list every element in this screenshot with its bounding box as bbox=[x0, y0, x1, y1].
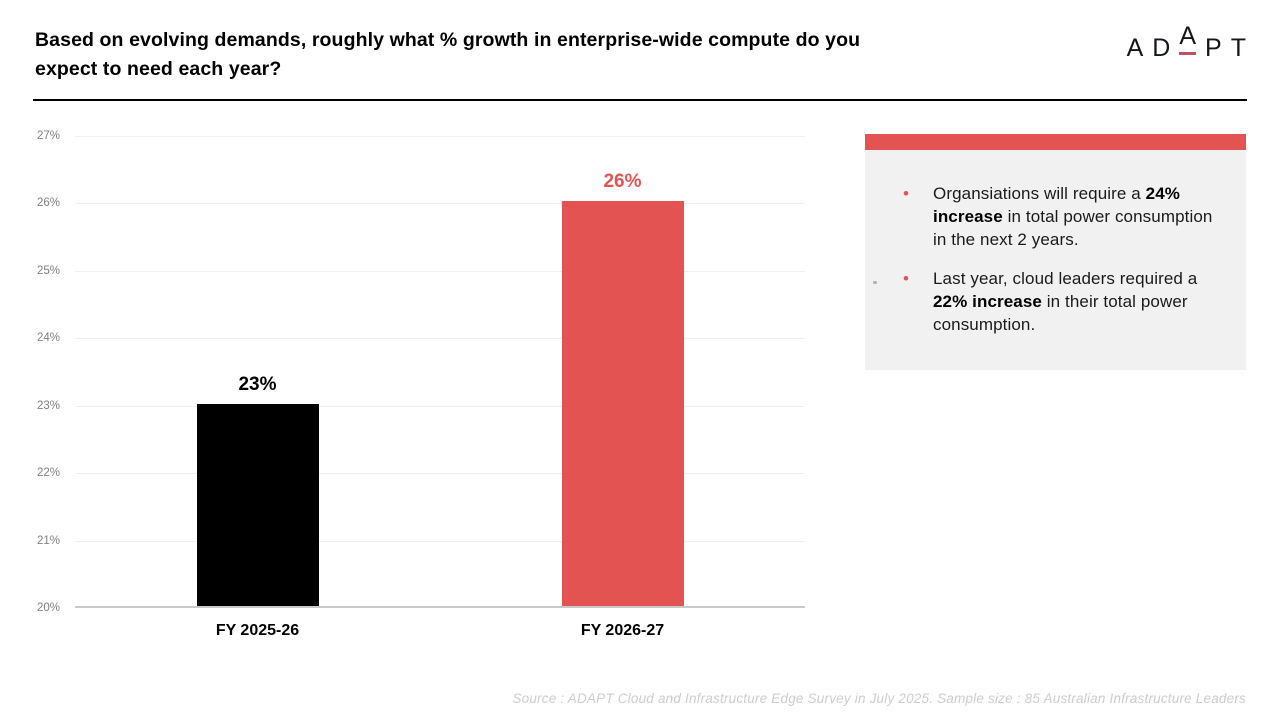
bullet-icon: • bbox=[903, 269, 909, 288]
gridline bbox=[75, 473, 805, 475]
y-axis-tick-label: 27% bbox=[37, 130, 61, 142]
callout-bullet: • Last year, cloud leaders required a 22… bbox=[903, 267, 1222, 336]
y-axis-tick-label: 25% bbox=[37, 264, 61, 277]
y-axis-tick-label: 26% bbox=[37, 197, 61, 210]
bullet-text: Last year, cloud leaders required a 22% … bbox=[933, 269, 1198, 334]
gridline bbox=[75, 270, 805, 272]
bullet-icon: • bbox=[903, 184, 909, 203]
logo-letter: T bbox=[1230, 34, 1246, 62]
bullet-text: Organsiations will require a 24% increas… bbox=[933, 184, 1213, 249]
logo-letter: P bbox=[1205, 34, 1222, 62]
x-axis-category-label: FY 2026-27 bbox=[580, 622, 665, 639]
gridline bbox=[75, 136, 805, 137]
y-axis-tick-label: 23% bbox=[37, 399, 61, 412]
bar-fy-2025-26 bbox=[196, 403, 319, 606]
y-axis-tick-label: 22% bbox=[37, 467, 61, 480]
gridline bbox=[75, 405, 805, 407]
plot-area: 23% FY 2025-26 26% FY 2026-27 bbox=[75, 136, 805, 639]
logo-letter: A bbox=[1126, 34, 1144, 62]
page-title: Based on evolving demands, roughly what … bbox=[35, 29, 861, 80]
gridline bbox=[75, 338, 805, 340]
stray-mark bbox=[873, 281, 877, 284]
logo-letter-raised-a: A bbox=[1179, 24, 1197, 55]
bar-fy-2026-27 bbox=[561, 201, 684, 606]
callout-box: • Organsiations will require a 24% incre… bbox=[865, 134, 1246, 370]
callout-body: • Organsiations will require a 24% incre… bbox=[865, 150, 1246, 370]
source-note: Source : ADAPT Cloud and Infrastructure … bbox=[512, 691, 1246, 706]
y-axis-tick-label: 21% bbox=[37, 534, 61, 547]
bar-chart: 23% FY 2025-26 26% FY 2026-27 20% 21% 22% 23% 2… bbox=[0, 120, 820, 668]
gridline bbox=[75, 203, 805, 205]
adapt-logo: A D A P T bbox=[1126, 24, 1246, 62]
x-axis-category-label: FY 2025-26 bbox=[215, 622, 300, 639]
gridline bbox=[75, 540, 805, 542]
logo-letter: D bbox=[1152, 34, 1171, 62]
y-axis-tick-label: 20% bbox=[37, 602, 61, 614]
y-axis-tick-label: 24% bbox=[37, 332, 61, 345]
title-divider bbox=[33, 99, 1247, 101]
callout-bullet: • Organsiations will require a 24% incre… bbox=[903, 182, 1222, 251]
callout-accent-bar bbox=[865, 134, 1246, 150]
bar-value-label: 26% bbox=[603, 171, 642, 193]
bar-value-label: 23% bbox=[238, 373, 277, 395]
